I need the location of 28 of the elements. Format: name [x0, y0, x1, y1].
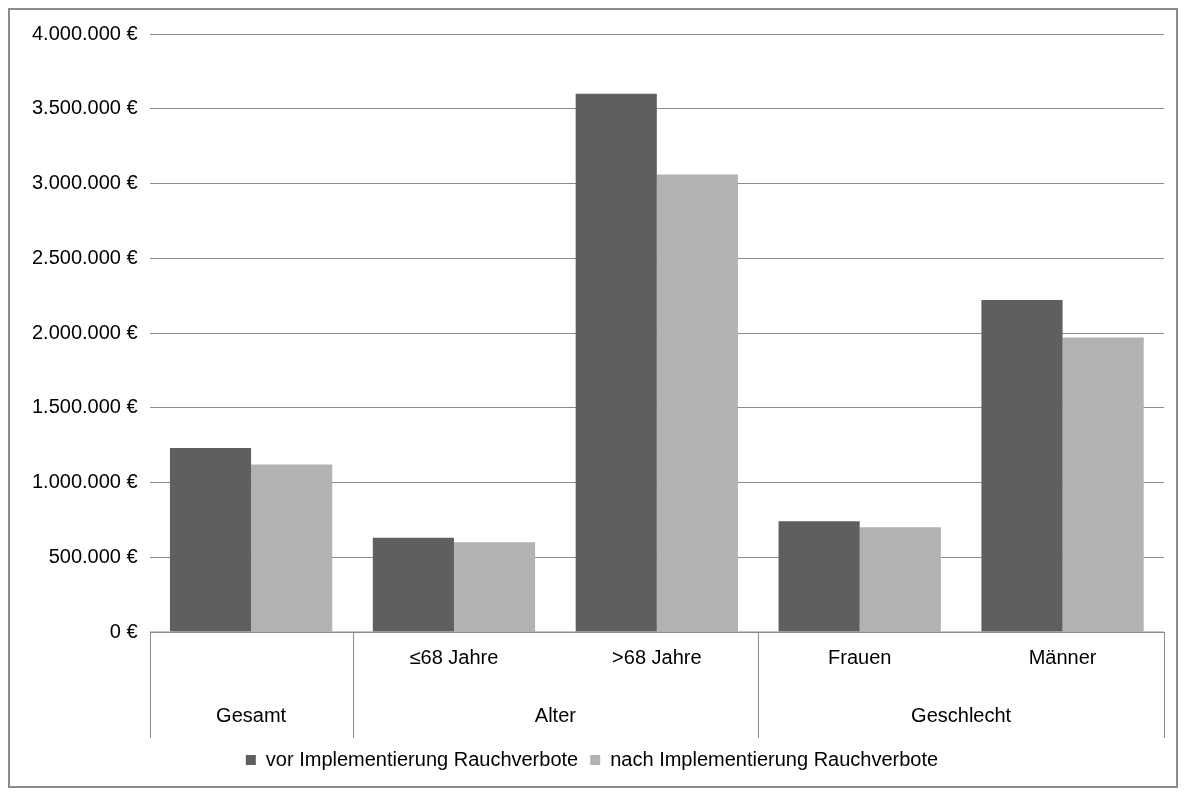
- x-tick-label: Frauen: [828, 645, 892, 668]
- text: Alter: [534, 703, 577, 726]
- bar: [453, 542, 536, 632]
- legend-label: vor Implementierung Rauchverbote: [265, 747, 579, 770]
- text: Geschlecht: [911, 703, 1012, 726]
- y-tick-label: 500.000 €: [48, 544, 138, 567]
- bar: [575, 93, 657, 632]
- x-tick-label: ≤68 Jahre: [409, 645, 499, 668]
- y-tick-label: 2.000.000 €: [32, 320, 138, 343]
- y-tick-label: 1.000.000 €: [32, 470, 138, 493]
- bar: [372, 537, 454, 632]
- text: Gesamt: [216, 703, 287, 726]
- y-tick-label: 1.500.000 €: [32, 395, 138, 418]
- bar: [169, 448, 252, 632]
- legend-label: nach Implementierung Rauchverbote: [610, 747, 939, 770]
- y-tick-label: 0 €: [109, 619, 138, 642]
- x-tick-label: Männer: [1028, 645, 1097, 668]
- bar: [778, 521, 860, 632]
- bar: [656, 174, 738, 632]
- y-tick-label: 4.000.000 €: [32, 21, 138, 44]
- y-tick-label: 3.500.000 €: [32, 96, 138, 119]
- x-tick-label: >68 Jahre: [612, 645, 702, 668]
- y-tick-label: 2.500.000 €: [32, 245, 138, 268]
- y-tick-label: 3.000.000 €: [32, 171, 138, 194]
- bar: [981, 300, 1063, 632]
- bar: [859, 527, 941, 632]
- bar: [251, 464, 333, 632]
- bar: [1062, 337, 1144, 632]
